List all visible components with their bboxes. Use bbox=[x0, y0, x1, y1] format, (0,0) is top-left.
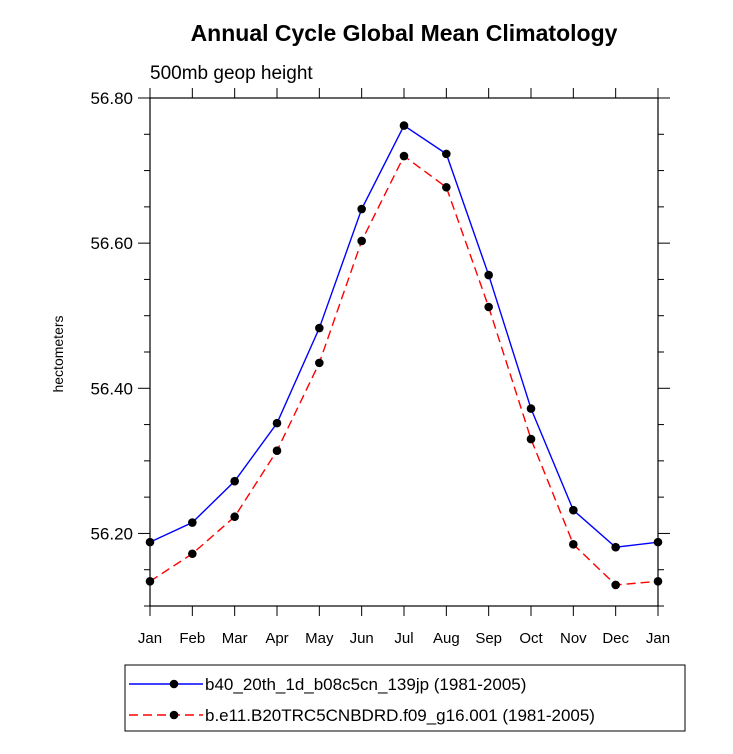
series-1-point bbox=[272, 418, 282, 428]
axis-ticks bbox=[138, 88, 670, 616]
series-2-point bbox=[315, 358, 324, 368]
series-2-point bbox=[526, 434, 536, 444]
legend-label-2: b.e11.B20TRC5CNBDRD.f09_g16.001 (1981-20… bbox=[205, 706, 595, 725]
series-2-point bbox=[484, 302, 493, 312]
series-2-point bbox=[569, 540, 578, 549]
series-1-point bbox=[569, 505, 578, 515]
x-tick-label: Aug bbox=[433, 630, 460, 647]
series-1-point bbox=[484, 270, 493, 280]
y-tick-label: 56.20 bbox=[90, 524, 133, 543]
series-1-point bbox=[442, 149, 451, 159]
x-tick-label: Sep bbox=[475, 630, 502, 647]
legend-marker-1 bbox=[169, 679, 179, 689]
legend: b40_20th_1d_b08c5cn_139jp (1981-2005) b.e… bbox=[129, 675, 595, 725]
series-2-point bbox=[145, 577, 155, 586]
x-tick-label: Oct bbox=[519, 630, 543, 647]
x-tick-label: Dec bbox=[602, 630, 629, 647]
legend-box bbox=[124, 664, 686, 732]
legend-label-1: b40_20th_1d_b08c5cn_139jp (1981-2005) bbox=[205, 675, 526, 694]
series-1-line bbox=[149, 124, 659, 548]
series-1-point bbox=[357, 204, 366, 214]
series-2-point bbox=[230, 512, 239, 522]
y-tick-label: 56.80 bbox=[90, 89, 133, 108]
series-1-point bbox=[399, 121, 409, 130]
x-tick-label: Jun bbox=[350, 630, 374, 647]
x-tick-label: May bbox=[305, 630, 334, 647]
series-2-point bbox=[188, 549, 197, 559]
x-tick-label: Feb bbox=[179, 630, 205, 647]
x-tick-labels: Jan Feb Mar Apr May Jun Jul Aug Sep Oct Nov Dec Jan bbox=[138, 630, 670, 647]
series-2-line bbox=[149, 154, 659, 586]
series-1-point bbox=[526, 404, 536, 413]
series-2-point bbox=[399, 151, 409, 161]
series-1-point bbox=[230, 476, 239, 486]
series-2-point bbox=[611, 580, 620, 590]
y-tick-label: 56.60 bbox=[90, 234, 133, 253]
x-tick-label: Jan bbox=[138, 630, 162, 647]
chart-title: Annual Cycle Global Mean Climatology bbox=[191, 20, 618, 46]
x-tick-label: Mar bbox=[222, 630, 248, 647]
series-1-point bbox=[611, 542, 620, 552]
series-1-point bbox=[315, 323, 324, 333]
series-2-point bbox=[357, 236, 366, 246]
legend-marker-2 bbox=[169, 710, 179, 720]
series-layer bbox=[145, 121, 663, 590]
x-tick-label: Jul bbox=[394, 630, 413, 647]
y-tick-label: 56.40 bbox=[90, 379, 133, 398]
series-1-point bbox=[188, 518, 197, 527]
series-2-point bbox=[442, 182, 451, 192]
x-tick-label: Nov bbox=[560, 630, 587, 647]
series-2-point bbox=[272, 446, 282, 455]
chart-subtitle: 500mb geop height bbox=[150, 63, 313, 84]
series-1-point bbox=[653, 537, 663, 547]
series-2-point bbox=[653, 577, 663, 586]
x-tick-label: Jan bbox=[646, 630, 670, 647]
x-tick-label: Apr bbox=[265, 630, 288, 647]
y-tick-labels: 56.20 56.40 56.60 56.80 bbox=[90, 89, 133, 543]
y-axis-label: hectometers bbox=[50, 315, 66, 392]
series-1-point bbox=[145, 537, 155, 547]
plot-frame bbox=[149, 97, 659, 607]
